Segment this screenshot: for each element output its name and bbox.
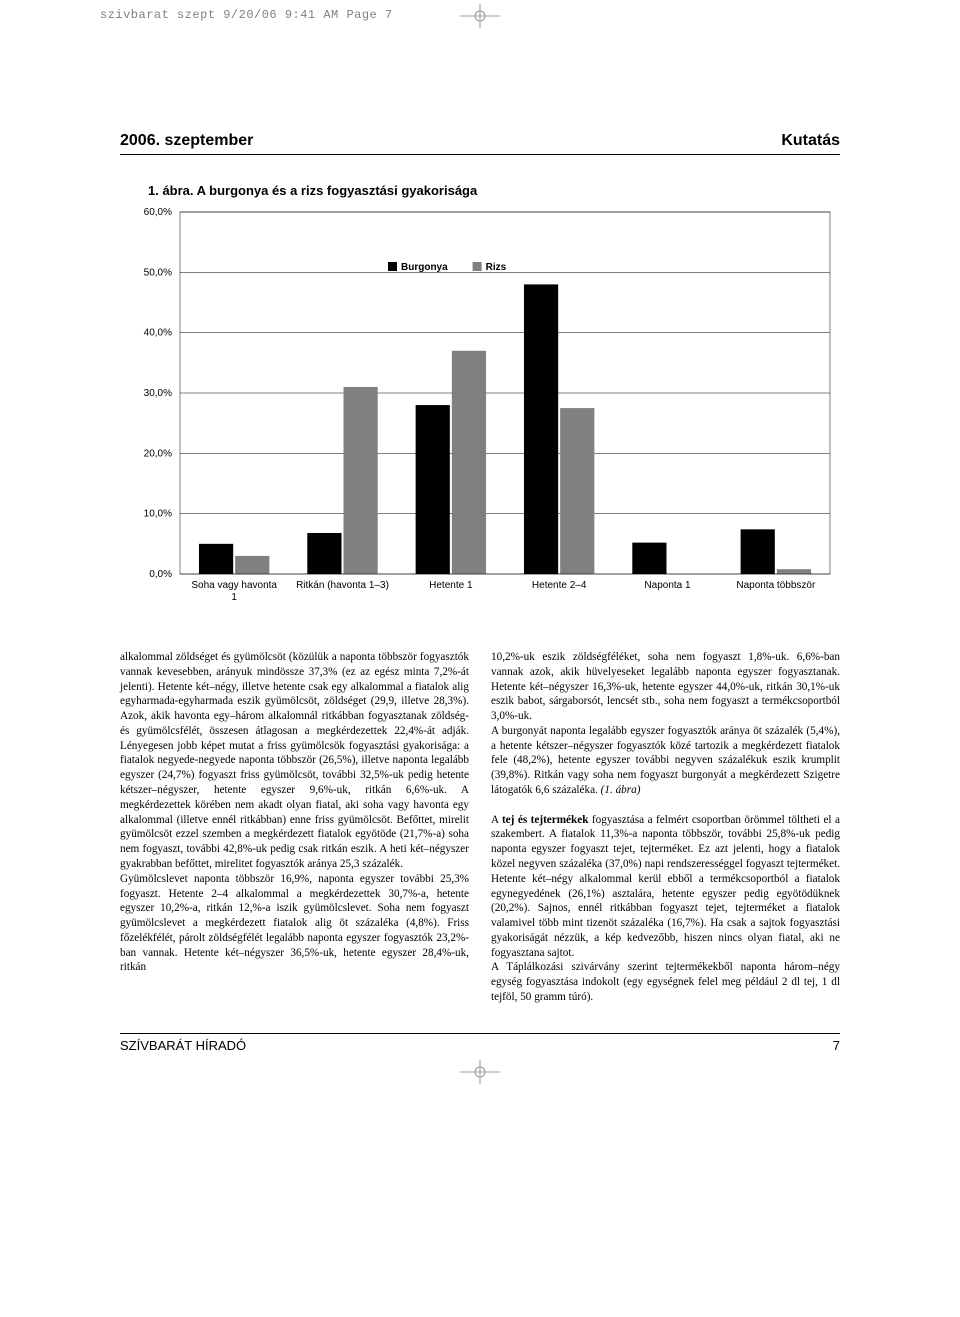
print-margin-text: szivbarat szept 9/20/06 9:41 AM Page 7 — [0, 0, 960, 22]
svg-text:Rizs: Rizs — [486, 262, 507, 273]
svg-text:40,0%: 40,0% — [144, 328, 172, 339]
footer-publication: SZÍVBARÁT HÍRADÓ — [120, 1038, 246, 1053]
page-content: 2006. szeptember Kutatás 1. ábra. A burg… — [0, 22, 960, 1093]
body-right-text: 10,2%-uk eszik zöldségféléket, soha nem … — [491, 650, 840, 1005]
svg-text:10,0%: 10,0% — [144, 509, 172, 520]
body-left-text: alkalommal zöldséget és gyümölcsöt (közü… — [120, 650, 469, 975]
svg-text:60,0%: 60,0% — [144, 207, 172, 218]
svg-text:50,0%: 50,0% — [144, 267, 172, 278]
svg-text:Naponta 1: Naponta 1 — [644, 580, 691, 591]
svg-text:Naponta többször: Naponta többször — [736, 580, 816, 591]
header-section: Kutatás — [781, 132, 840, 150]
svg-text:30,0%: 30,0% — [144, 388, 172, 399]
footer-page-number: 7 — [833, 1038, 840, 1053]
page-footer: SZÍVBARÁT HÍRADÓ 7 — [120, 1033, 840, 1053]
svg-text:20,0%: 20,0% — [144, 448, 172, 459]
column-left: alkalommal zöldséget és gyümölcsöt (közü… — [120, 650, 469, 1005]
figure-title: 1. ábra. A burgonya és a rizs fogyasztás… — [148, 183, 840, 198]
svg-text:Burgonya: Burgonya — [401, 262, 448, 273]
page-header: 2006. szeptember Kutatás — [120, 132, 840, 155]
svg-text:Ritkán (havonta 1–3): Ritkán (havonta 1–3) — [296, 580, 389, 591]
header-date: 2006. szeptember — [120, 132, 253, 150]
svg-text:0,0%: 0,0% — [149, 569, 172, 580]
svg-text:Hetente 1: Hetente 1 — [429, 580, 473, 591]
svg-text:Hetente 2–4: Hetente 2–4 — [532, 580, 587, 591]
svg-text:Soha vagy havonta: Soha vagy havonta — [191, 580, 277, 591]
svg-text:1: 1 — [231, 592, 237, 603]
bar-chart: 0,0% 10,0% 20,0% 30,0% 40,0% 50,0% 60,0% Soha v… — [120, 202, 840, 622]
body-columns: alkalommal zöldséget és gyümölcsöt (közü… — [120, 650, 840, 1005]
column-right: 10,2%-uk eszik zöldségféléket, soha nem … — [491, 650, 840, 1005]
